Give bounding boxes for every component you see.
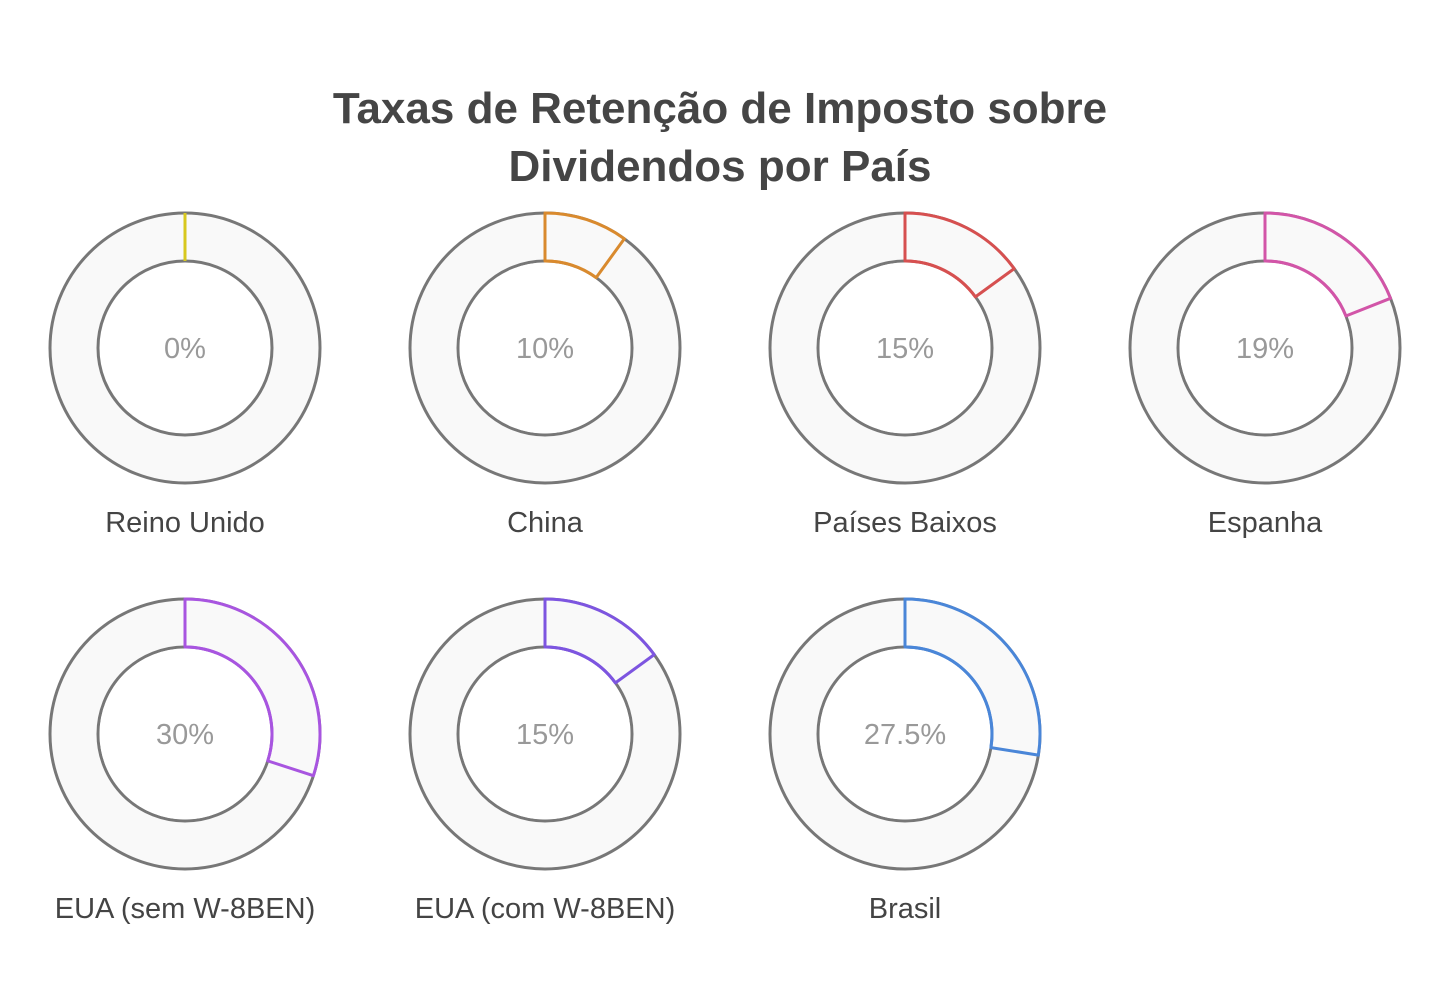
donut-value-label: 19% <box>1236 333 1294 365</box>
donut-category-label: Brasil <box>869 893 942 925</box>
donut-category-label: Reino Unido <box>105 507 265 539</box>
donut-value-label: 27.5% <box>864 719 946 751</box>
donut-track <box>50 213 320 483</box>
donut-value-label: 15% <box>516 719 574 751</box>
donut-hole <box>819 262 991 434</box>
chart-title-line-2: Dividendos por País <box>508 142 932 191</box>
donut-category-label: Países Baixos <box>813 507 997 539</box>
donut-category-label: EUA (com W-8BEN) <box>415 893 676 925</box>
donut-hole <box>459 648 631 820</box>
donut-value-label: 15% <box>876 333 934 365</box>
donut-hole <box>819 648 991 820</box>
donut-segment-inner-edge <box>184 645 274 762</box>
donut-hole <box>459 262 631 434</box>
donut-hole <box>1179 262 1351 434</box>
donut-value-label: 0% <box>164 333 206 365</box>
donut-value-label: 30% <box>156 719 214 751</box>
donut-segment-inner-edge <box>544 259 598 279</box>
donut-category-label: China <box>507 507 584 539</box>
donut-segment-inner-edge <box>1264 259 1348 317</box>
donut-hole <box>99 648 271 820</box>
chart-title: Taxas de Retenção de Imposto sobre Divid… <box>0 80 1440 196</box>
chart-title-line-1: Taxas de Retenção de Imposto sobre <box>332 84 1108 133</box>
donut-segment-inner-edge <box>904 259 977 298</box>
donut-track <box>410 213 680 483</box>
donut-category-label: EUA (sem W-8BEN) <box>55 893 316 925</box>
donut-segment-inner-edge <box>544 645 617 684</box>
donut-category-label: Espanha <box>1208 507 1323 539</box>
donut-value-label: 10% <box>516 333 574 365</box>
donut-segment-inner-edge <box>904 645 994 748</box>
